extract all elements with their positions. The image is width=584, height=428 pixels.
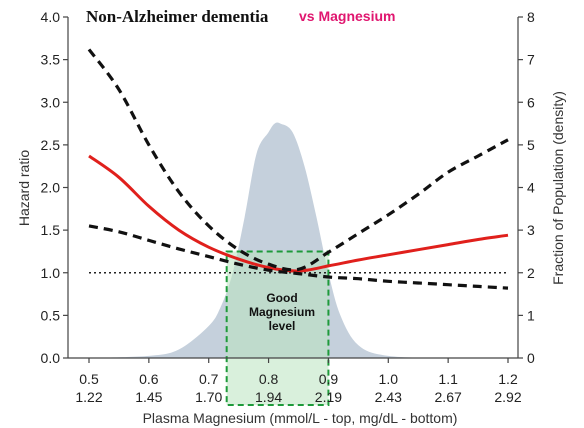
y-tick-label-left: 3.5 — [41, 52, 61, 68]
x-tick-label-bottom: 2.92 — [494, 389, 521, 405]
y-tick-label-left: 4.0 — [41, 9, 61, 25]
x-tick-label-top: 1.1 — [438, 371, 458, 387]
annotation-line-2: Magnesium — [249, 305, 315, 319]
x-tick-label-top: 1.2 — [498, 371, 518, 387]
y-tick-label-right: 3 — [527, 222, 535, 238]
series-ci-lower — [88, 224, 509, 290]
x-tick-label-bottom: 1.94 — [255, 389, 282, 405]
tick-labels: 0.0 0.5 1.0 1.5 2.0 2.5 3.0 3.5 4.0 0 1 2 3 4 5 6 7 8 0.5 1… — [41, 9, 535, 405]
y-tick-label-right: 7 — [527, 52, 535, 68]
y-tick-label-left: 2.5 — [41, 137, 61, 153]
y-tick-label-right: 2 — [527, 265, 535, 281]
y-tick-label-right: 6 — [527, 94, 535, 110]
x-tick-label-top: 0.6 — [139, 371, 159, 387]
x-tick-label-top: 0.9 — [319, 371, 339, 387]
x-tick-label-bottom: 2.43 — [375, 389, 402, 405]
good-magnesium-box — [225, 250, 330, 406]
y-tick-label-left: 0.5 — [41, 307, 61, 323]
series-hazard-ratio — [88, 154, 509, 273]
y-tick-label-right: 8 — [527, 9, 535, 25]
x-tick-label-bottom: 1.70 — [195, 389, 222, 405]
y-tick-label-right: 4 — [527, 180, 535, 196]
x-tick-label-top: 0.5 — [79, 371, 99, 387]
annotation-line-3: level — [269, 319, 296, 333]
y-tick-label-right: 5 — [527, 137, 535, 153]
y-tick-label-left: 3.0 — [41, 94, 61, 110]
x-tick-label-top: 0.8 — [259, 371, 279, 387]
x-tick-label-bottom: 1.22 — [75, 389, 102, 405]
y-tick-label-left: 2.0 — [41, 180, 61, 196]
y-tick-label-right: 1 — [527, 307, 535, 323]
series-ci-upper — [87, 48, 509, 272]
y-tick-label-left: 1.5 — [41, 222, 61, 238]
chart-subtitle: vs Magnesium — [299, 8, 395, 24]
x-tick-label-bottom: 2.19 — [315, 389, 342, 405]
x-tick-label-top: 1.0 — [379, 371, 399, 387]
y-tick-label-left: 1.0 — [41, 265, 61, 281]
y-tick-label-left: 0.0 — [41, 350, 61, 366]
x-axis-label: Plasma Magnesium (mmol/L - top, mg/dL - … — [143, 410, 458, 426]
series-group — [87, 48, 509, 290]
x-tick-label-top: 0.7 — [199, 371, 219, 387]
chart-title: Non-Alzheimer dementia — [86, 7, 269, 26]
population-density-area — [89, 122, 508, 359]
x-tick-label-bottom: 1.45 — [135, 389, 162, 405]
x-tick-label-bottom: 2.67 — [435, 389, 462, 405]
annotation-line-1: Good — [266, 291, 297, 305]
y-axis-label-left: Hazard ratio — [16, 150, 32, 226]
y-tick-label-right: 0 — [527, 350, 535, 366]
y-axis-label-right: Fraction of Population (density) — [550, 91, 566, 285]
